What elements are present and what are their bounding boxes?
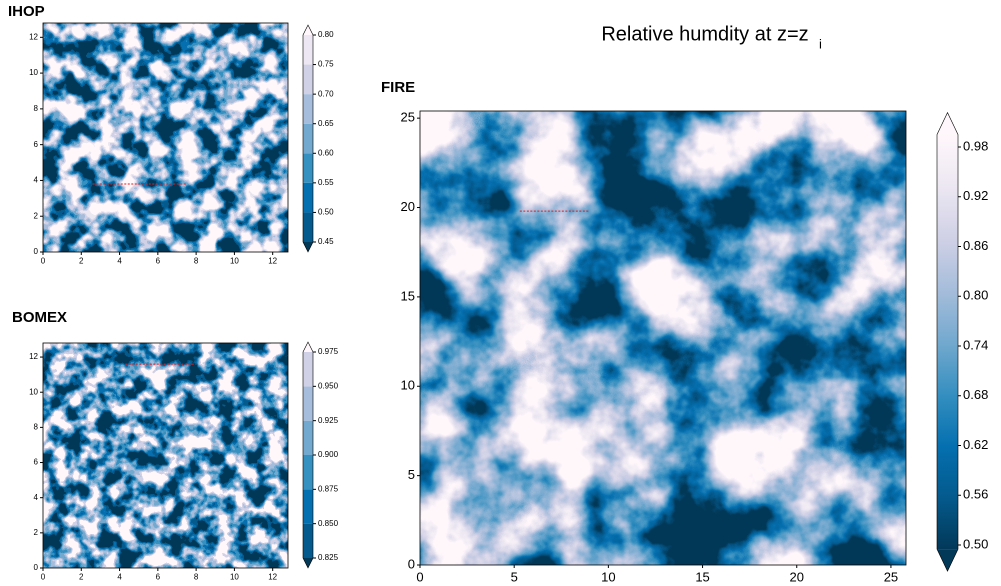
heatmap-field <box>43 23 288 252</box>
colorbar-tick-label: 0.950 <box>318 381 339 390</box>
colorbar-band <box>303 386 313 421</box>
colorbar-extend-low <box>937 549 958 572</box>
y-tick-label: 10 <box>29 387 38 396</box>
x-tick-label: 8 <box>194 573 199 582</box>
y-tick-label: 2 <box>34 211 39 220</box>
y-tick-label: 20 <box>401 199 415 214</box>
colorbar-tick-label: 0.86 <box>963 238 988 253</box>
x-tick-label: 10 <box>601 570 615 585</box>
colorbar-band <box>303 123 313 154</box>
axes-frame <box>42 342 289 569</box>
y-tick-label: 0 <box>408 556 415 571</box>
x-tick-label: 10 <box>230 573 239 582</box>
colorbar-tick-label: 0.55 <box>318 178 334 187</box>
colorbar-extend-low <box>303 558 313 568</box>
colorbar-tick-label: 0.900 <box>318 450 339 459</box>
y-tick-label: 10 <box>401 378 415 393</box>
colorbar-tick-label: 0.98 <box>963 138 988 153</box>
x-tick-label: 6 <box>156 573 161 582</box>
axes-frame <box>419 110 907 566</box>
x-tick-label: 4 <box>117 573 122 582</box>
colorbar-tick-label: 0.62 <box>963 437 988 452</box>
colorbar-tick-label: 0.80 <box>963 288 988 303</box>
colorbar-tick-label: 0.50 <box>318 208 334 217</box>
panel-title: IHOP <box>8 3 45 20</box>
colorbar-band <box>303 489 313 524</box>
colorbar-band <box>303 212 313 242</box>
x-tick-label: 12 <box>268 257 277 266</box>
y-tick-label: 12 <box>29 32 38 41</box>
colorbar-tick-label: 0.92 <box>963 188 988 203</box>
colorbar-tick-label: 0.50 <box>963 536 988 551</box>
colorbar-band <box>303 35 313 65</box>
y-tick-label: 8 <box>34 104 39 113</box>
y-tick-label: 15 <box>401 288 415 303</box>
colorbar-extend-high <box>303 342 313 352</box>
colorbar-extend-high <box>937 112 958 135</box>
colorbar-tick-label: 0.74 <box>963 337 988 352</box>
colorbar-band <box>303 455 313 490</box>
x-tick-label: 0 <box>416 570 423 585</box>
y-tick-label: 6 <box>34 458 39 467</box>
x-tick-label: 6 <box>156 257 161 266</box>
heatmap-field <box>420 111 906 565</box>
colorbar-band <box>303 94 313 124</box>
panel-title: FIRE <box>381 79 415 96</box>
x-tick-label: 10 <box>230 257 239 266</box>
x-tick-label: 12 <box>268 573 277 582</box>
colorbar-tick-label: 0.56 <box>963 487 988 502</box>
y-tick-label: 2 <box>34 528 39 537</box>
x-tick-label: 0 <box>41 257 46 266</box>
axes-frame <box>42 22 289 253</box>
x-tick-label: 4 <box>117 257 122 266</box>
y-tick-label: 8 <box>34 422 39 431</box>
y-tick-label: 0 <box>34 247 39 256</box>
heatmap-field <box>43 343 288 568</box>
x-tick-label: 25 <box>884 570 898 585</box>
x-tick-label: 20 <box>790 570 804 585</box>
colorbar-gradient <box>937 134 958 550</box>
y-tick-label: 25 <box>401 110 415 125</box>
colorbar-tick-label: 0.875 <box>318 484 339 493</box>
colorbar-tick-label: 0.60 <box>318 148 334 157</box>
y-tick-label: 0 <box>34 563 39 572</box>
colorbar-tick-label: 0.80 <box>318 30 334 39</box>
colorbar-tick-label: 0.850 <box>318 519 339 528</box>
x-tick-label: 2 <box>79 257 84 266</box>
colorbar-tick-label: 0.825 <box>318 553 339 562</box>
x-tick-label: 0 <box>41 573 46 582</box>
colorbar-extend-high <box>303 25 313 35</box>
colorbar-tick-label: 0.68 <box>963 387 988 402</box>
colorbar-band <box>303 523 313 558</box>
colorbar-band <box>303 420 313 455</box>
y-tick-label: 10 <box>29 68 38 77</box>
colorbar-band <box>303 153 313 183</box>
colorbar-band <box>303 352 313 387</box>
colorbar-outline <box>936 111 959 572</box>
figure-title-subscript: i <box>819 36 822 51</box>
colorbar-band <box>303 64 313 95</box>
y-tick-label: 6 <box>34 140 39 149</box>
panel-title: BOMEX <box>12 309 67 326</box>
colorbar-tick-label: 0.45 <box>318 237 334 246</box>
y-tick-label: 5 <box>408 467 415 482</box>
figure-title: Relative humdity at z=z <box>601 23 808 45</box>
colorbar-extend-low <box>303 242 313 252</box>
y-tick-label: 12 <box>29 352 38 361</box>
colorbar-tick-label: 0.70 <box>318 89 334 98</box>
y-tick-label: 4 <box>34 493 39 502</box>
colorbar-band <box>303 182 313 213</box>
x-tick-label: 15 <box>695 570 709 585</box>
x-tick-label: 2 <box>79 573 84 582</box>
y-tick-label: 4 <box>34 176 39 185</box>
colorbar-tick-label: 0.975 <box>318 347 339 356</box>
colorbar-tick-label: 0.65 <box>318 119 334 128</box>
colorbar-tick-label: 0.925 <box>318 416 339 425</box>
colorbar-tick-label: 0.75 <box>318 60 334 69</box>
x-tick-label: 8 <box>194 257 199 266</box>
x-tick-label: 5 <box>511 570 518 585</box>
